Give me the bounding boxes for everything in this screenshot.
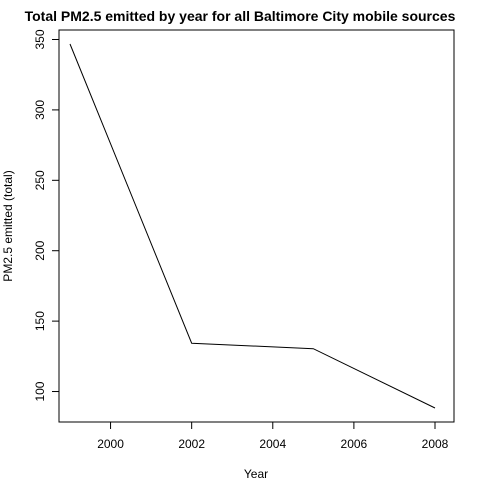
x-axis-label: Year xyxy=(244,467,268,480)
y-tick-label: 150 xyxy=(33,311,47,331)
x-tick-label: 2000 xyxy=(97,437,124,451)
y-tick-label: 350 xyxy=(33,29,47,49)
y-axis-label: PM2.5 emitted (total) xyxy=(1,170,15,281)
x-tick-label: 2004 xyxy=(259,437,286,451)
x-tick-label: 2006 xyxy=(341,437,368,451)
x-tick-label: 2002 xyxy=(178,437,205,451)
y-axis: 100 150 200 250 300 350 xyxy=(33,29,60,402)
y-tick-label: 100 xyxy=(33,381,47,401)
y-tick-label: 200 xyxy=(33,240,47,260)
y-tick-label: 250 xyxy=(33,170,47,190)
series-line xyxy=(69,43,436,409)
x-tick-label: 2008 xyxy=(422,437,449,451)
chart-title: Total PM2.5 emitted by year for all Balt… xyxy=(25,8,456,24)
plot-frame xyxy=(58,29,455,423)
y-tick-label: 300 xyxy=(33,100,47,120)
x-axis: 2000 2002 2004 2006 2008 xyxy=(97,421,449,451)
